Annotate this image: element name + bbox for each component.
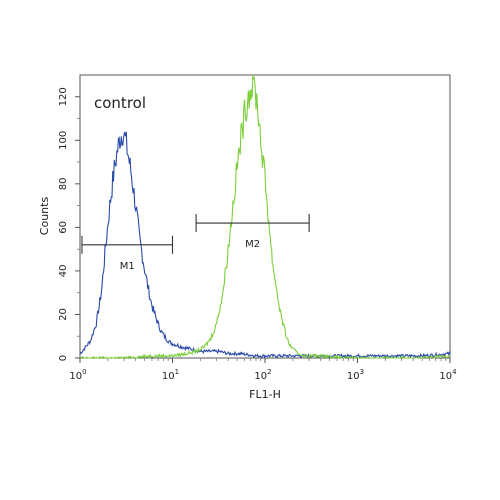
gate-label-m2: M2 bbox=[245, 239, 260, 250]
plot-frame bbox=[79, 74, 451, 359]
x-tick-label: 103 bbox=[347, 368, 364, 382]
gate-layer: M1 M2 bbox=[81, 214, 310, 272]
x-axis-title: FL1-H bbox=[249, 388, 281, 401]
series-layer bbox=[79, 74, 451, 360]
control-annotation: control bbox=[94, 94, 146, 112]
gate-label-m1: M1 bbox=[120, 261, 135, 272]
x-tick-label: 100 bbox=[69, 368, 86, 382]
histogram-series-2 bbox=[79, 74, 451, 360]
x-tick-label: 104 bbox=[439, 368, 457, 382]
x-tick-label: 101 bbox=[162, 368, 179, 382]
y-tick-label: 120 bbox=[58, 87, 69, 106]
histogram-series-1 bbox=[79, 131, 451, 359]
tick-layer: 100 101 102 103 104 0 20 40 60 80 100 120 bbox=[58, 87, 457, 382]
x-tick-label: 102 bbox=[254, 368, 271, 382]
y-tick-label: 100 bbox=[58, 131, 69, 150]
y-tick-label: 80 bbox=[58, 177, 69, 190]
y-axis-title: Counts bbox=[38, 197, 51, 236]
y-tick-label: 40 bbox=[58, 265, 69, 278]
y-tick-label: 20 bbox=[58, 308, 69, 321]
y-tick-label: 60 bbox=[58, 221, 69, 234]
y-tick-label: 0 bbox=[58, 355, 69, 361]
